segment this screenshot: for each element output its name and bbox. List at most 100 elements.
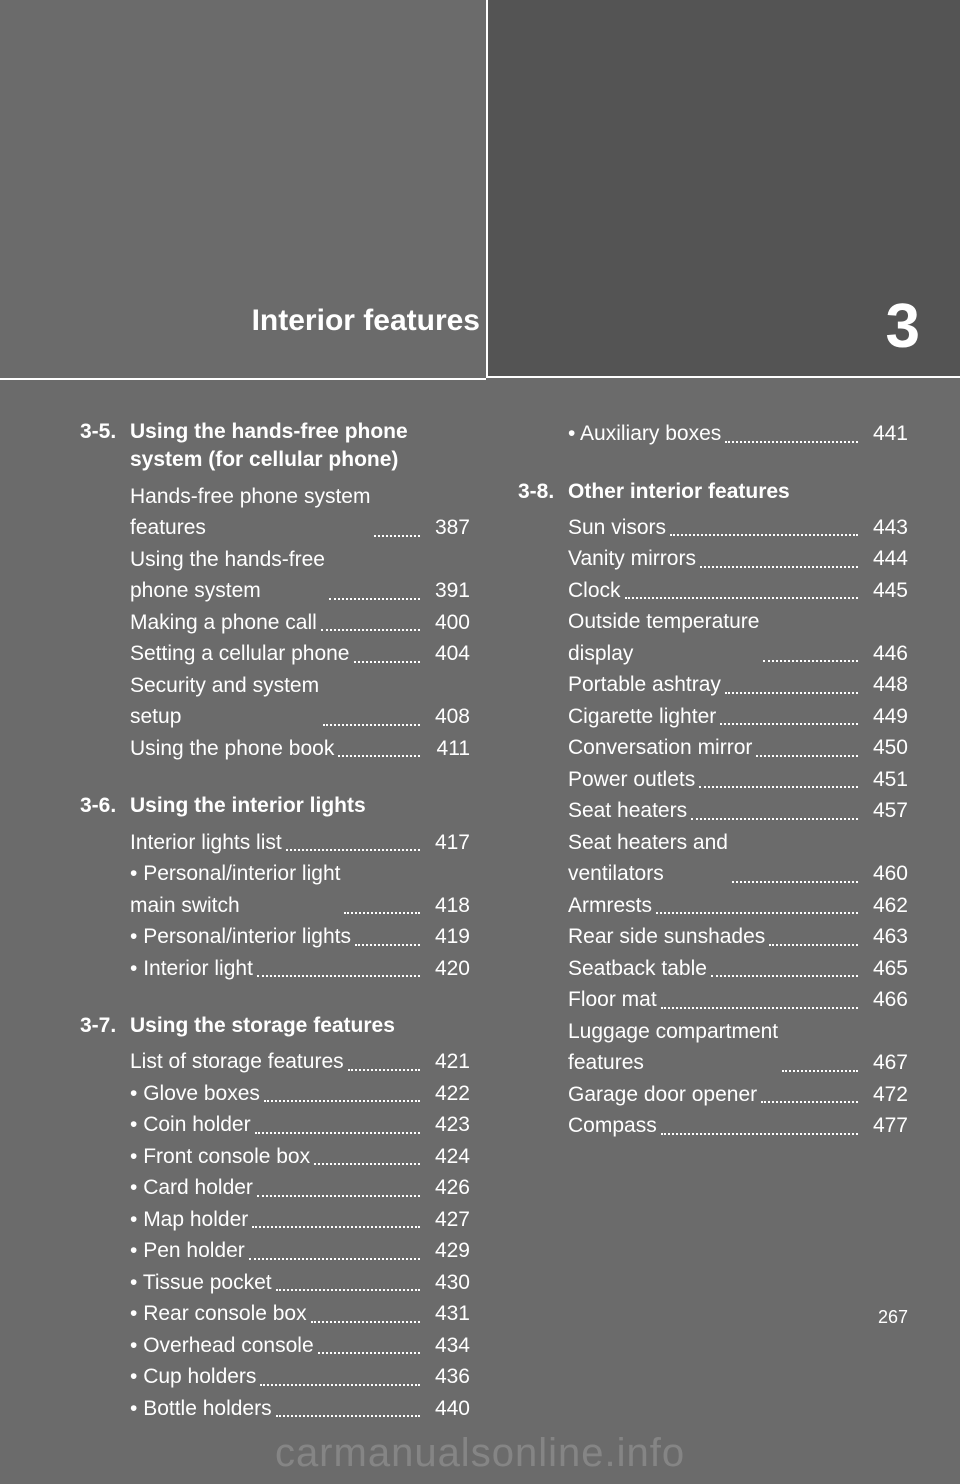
entry-label: Setting a cellular phone xyxy=(130,638,350,670)
toc-entry: Seat heaters and ventilators460 xyxy=(568,827,908,890)
section-number: 3-7. xyxy=(80,1012,130,1040)
entry-label: Compass xyxy=(568,1110,657,1142)
entry-label: Seat heaters and ventilators xyxy=(568,827,728,890)
toc-entry: Floor mat466 xyxy=(568,984,908,1016)
dot-leader xyxy=(321,629,420,631)
entry-page: 467 xyxy=(862,1047,908,1079)
toc-entry: Luggage compartment features467 xyxy=(568,1016,908,1079)
toc-entry: List of storage features421 xyxy=(130,1046,470,1078)
dot-leader xyxy=(761,1101,858,1103)
chapter-title: Interior features xyxy=(60,304,480,338)
dot-leader xyxy=(252,1226,420,1228)
entry-label: Using the hands-free phone system xyxy=(130,544,325,607)
entry-page: 434 xyxy=(424,1330,470,1362)
entry-page: 462 xyxy=(862,890,908,922)
toc-entry: Seat heaters457 xyxy=(568,795,908,827)
entry-label: Personal/interior lights xyxy=(130,921,351,953)
toc-entry: Sun visors443 xyxy=(568,512,908,544)
entry-label: Portable ashtray xyxy=(568,669,721,701)
header: 3 Interior features xyxy=(0,0,960,380)
entry-label: Rear side sunshades xyxy=(568,921,765,953)
entry-page: 408 xyxy=(424,701,470,733)
entry-label: Front console box xyxy=(130,1141,310,1173)
dot-leader xyxy=(323,724,420,726)
entry-page: 450 xyxy=(862,732,908,764)
toc-section: 3-6.Using the interior lightsInterior li… xyxy=(80,792,470,984)
toc-entry: Personal/interior light main switch418 xyxy=(130,858,470,921)
entry-label: Armrests xyxy=(568,890,652,922)
dot-leader xyxy=(355,944,420,946)
dot-leader xyxy=(711,975,858,977)
entry-label: Pen holder xyxy=(130,1235,245,1267)
entry-page: 387 xyxy=(424,512,470,544)
entry-label: Floor mat xyxy=(568,984,657,1016)
entry-label: Cup holders xyxy=(130,1361,256,1393)
entry-label: Clock xyxy=(568,575,621,607)
toc-section: 3-7.Using the storage features List of st… xyxy=(80,1012,470,1424)
entry-page: 445 xyxy=(862,575,908,607)
section-number: 3-5. xyxy=(80,418,130,475)
dot-leader xyxy=(374,535,420,537)
toc-entry: Setting a cellular phone404 xyxy=(130,638,470,670)
right-column: Auxiliary boxes441 3-8.Other interior fea… xyxy=(518,418,908,1452)
dot-leader xyxy=(314,1163,420,1165)
section-heading: 3-8.Other interior features xyxy=(518,478,908,506)
section-entries: Sun visors443Vanity mirrors444Clock445Ou… xyxy=(518,512,908,1142)
section-entries: Hands-free phone system features387Using… xyxy=(80,481,470,765)
section-title: Using the hands-free phone system (for c… xyxy=(130,418,470,475)
entry-page: 429 xyxy=(424,1235,470,1267)
entry-page: 441 xyxy=(862,418,908,450)
header-rule xyxy=(0,378,486,380)
toc-section: 3-5.Using the hands-free phone system (f… xyxy=(80,418,470,764)
toc-entry: Cup holders 436 xyxy=(130,1361,470,1393)
toc-entry: Outside temperature display446 xyxy=(568,606,908,669)
dot-leader xyxy=(756,755,858,757)
dot-leader xyxy=(255,1132,420,1134)
dot-leader xyxy=(699,786,858,788)
toc-entry: Armrests 462 xyxy=(568,890,908,922)
entry-page: 431 xyxy=(424,1298,470,1330)
entry-label: Outside temperature display xyxy=(568,606,759,669)
entry-page: 417 xyxy=(424,827,470,859)
entry-label: Seatback table xyxy=(568,953,707,985)
toc-entry: Interior lights list417 xyxy=(130,827,470,859)
entry-page: 430 xyxy=(424,1267,470,1299)
section-title: Other interior features xyxy=(568,478,908,506)
entry-label: Rear console box xyxy=(130,1298,307,1330)
dot-leader xyxy=(656,912,858,914)
toc-entry: Rear side sunshades463 xyxy=(568,921,908,953)
entry-label: Hands-free phone system features xyxy=(130,481,370,544)
toc-entry: Hands-free phone system features 387 xyxy=(130,481,470,544)
entry-label: Making a phone call xyxy=(130,607,317,639)
entry-label: Coin holder xyxy=(130,1109,251,1141)
toc-entry: Cigarette lighter449 xyxy=(568,701,908,733)
dot-leader xyxy=(257,975,420,977)
dot-leader xyxy=(670,534,858,536)
entry-label: Personal/interior light main switch xyxy=(130,858,340,921)
entry-label: Overhead console xyxy=(130,1330,314,1362)
entry-page: 424 xyxy=(424,1141,470,1173)
toc-entry: Coin holder423 xyxy=(130,1109,470,1141)
dot-leader xyxy=(311,1321,420,1323)
dot-leader xyxy=(661,1007,858,1009)
toc-entry: Using the hands-free phone system391 xyxy=(130,544,470,607)
toc-entry: Bottle holders440 xyxy=(130,1393,470,1425)
section-title: Using the storage features xyxy=(130,1012,470,1040)
entry-page: 426 xyxy=(424,1172,470,1204)
entry-page: 436 xyxy=(424,1361,470,1393)
dot-leader xyxy=(661,1133,858,1135)
entry-page: 420 xyxy=(424,953,470,985)
section-entries: Interior lights list417Personal/interior… xyxy=(80,827,470,985)
dot-leader xyxy=(257,1195,420,1197)
toc-entry: Making a phone call400 xyxy=(130,607,470,639)
section-entries: Auxiliary boxes441 xyxy=(518,418,908,450)
toc-entry: Pen holder 429 xyxy=(130,1235,470,1267)
entry-label: Using the phone book xyxy=(130,733,334,765)
entry-page: 477 xyxy=(862,1110,908,1142)
section-number: 3-8. xyxy=(518,478,568,506)
dot-leader xyxy=(329,598,420,600)
toc-entry: Conversation mirror450 xyxy=(568,732,908,764)
toc-entry: Security and system setup408 xyxy=(130,670,470,733)
dot-leader xyxy=(318,1352,420,1354)
toc-entry: Vanity mirrors444 xyxy=(568,543,908,575)
